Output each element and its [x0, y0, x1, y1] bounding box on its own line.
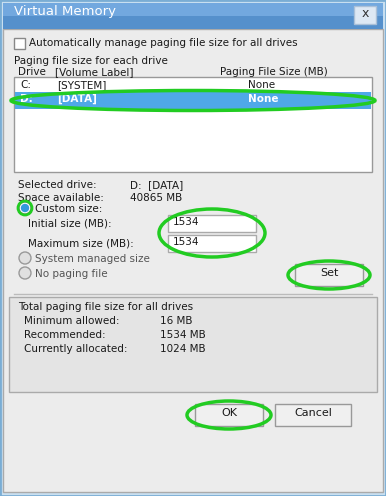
- Text: [DATA]: [DATA]: [57, 94, 97, 104]
- Bar: [14, 77, 372, 172]
- Text: [Volume Label]: [Volume Label]: [55, 67, 134, 77]
- Bar: [354, 6, 376, 24]
- Text: 40865 MB: 40865 MB: [130, 193, 182, 203]
- Bar: [168, 215, 256, 232]
- Circle shape: [19, 252, 31, 264]
- Text: No paging file: No paging file: [35, 269, 108, 279]
- Text: 1534: 1534: [173, 217, 200, 227]
- Text: Set: Set: [320, 268, 338, 278]
- Bar: [275, 404, 351, 426]
- Text: Total paging file size for all drives: Total paging file size for all drives: [18, 302, 193, 312]
- Text: Cancel: Cancel: [294, 408, 332, 418]
- Circle shape: [19, 267, 31, 279]
- Bar: [3, 3, 383, 29]
- Text: Drive: Drive: [18, 67, 46, 77]
- Text: Selected drive:: Selected drive:: [18, 180, 96, 190]
- Bar: [14, 38, 25, 49]
- Text: Space available:: Space available:: [18, 193, 104, 203]
- Text: None: None: [248, 94, 279, 104]
- Text: Paging File Size (MB): Paging File Size (MB): [220, 67, 328, 77]
- Circle shape: [22, 204, 29, 211]
- Text: Minimum allowed:: Minimum allowed:: [24, 316, 120, 326]
- Text: D:: D:: [20, 94, 33, 104]
- Text: 1534: 1534: [173, 237, 200, 247]
- Text: D:  [DATA]: D: [DATA]: [130, 180, 183, 190]
- Bar: [195, 404, 263, 426]
- Text: Recommended:: Recommended:: [24, 330, 106, 340]
- Text: System managed size: System managed size: [35, 254, 150, 264]
- Text: 1534 MB: 1534 MB: [160, 330, 206, 340]
- Text: Initial size (MB):: Initial size (MB):: [28, 218, 112, 228]
- Text: None: None: [248, 80, 275, 90]
- Text: Maximum size (MB):: Maximum size (MB):: [28, 238, 134, 248]
- Text: [SYSTEM]: [SYSTEM]: [57, 80, 107, 90]
- Text: Virtual Memory: Virtual Memory: [14, 5, 116, 18]
- Text: Paging file size for each drive: Paging file size for each drive: [14, 56, 168, 66]
- Bar: [168, 235, 256, 252]
- Bar: [15, 92, 371, 109]
- Bar: [9, 297, 377, 392]
- Bar: [295, 264, 363, 286]
- Bar: [3, 3, 383, 16]
- Text: Custom size:: Custom size:: [35, 204, 102, 214]
- Text: C:: C:: [20, 80, 31, 90]
- Text: OK: OK: [221, 408, 237, 418]
- Text: 16 MB: 16 MB: [160, 316, 193, 326]
- Text: Automatically manage paging file size for all drives: Automatically manage paging file size fo…: [29, 38, 298, 48]
- Text: 1024 MB: 1024 MB: [160, 344, 206, 354]
- Text: Currently allocated:: Currently allocated:: [24, 344, 127, 354]
- Text: x: x: [361, 7, 369, 20]
- Circle shape: [19, 202, 31, 214]
